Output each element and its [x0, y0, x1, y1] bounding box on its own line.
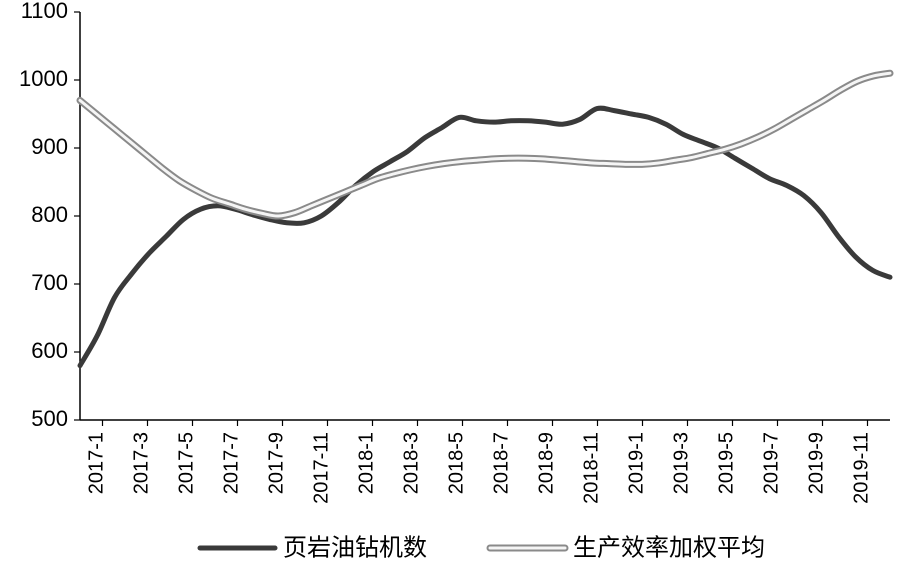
x-tick-label: 2019-11	[851, 432, 873, 504]
x-tick-label: 2017-9	[266, 432, 288, 494]
y-tick-label: 700	[31, 270, 68, 295]
y-tick-label: 1100	[21, 0, 68, 23]
x-tick-label: 2018-5	[446, 432, 468, 494]
legend-label-efficiency: 生产效率加权平均	[573, 534, 765, 561]
x-tick-label: 2019-7	[761, 432, 783, 494]
legend-label-rigs: 页岩油钻机数	[283, 534, 427, 561]
chart-svg: 500 600 700 800 900 1000 1100 2017-1 2017-3 2017-…	[0, 0, 900, 571]
x-tick-label: 2017-7	[221, 432, 243, 494]
x-tick-label: 2018-9	[536, 432, 558, 494]
x-tick-label: 2019-9	[806, 432, 828, 494]
x-tick-label: 2018-11	[581, 432, 603, 504]
x-tick-label: 2017-11	[311, 432, 333, 504]
y-tick-label: 900	[31, 134, 68, 159]
y-tick-label: 500	[31, 406, 68, 431]
x-tick-label: 2019-3	[671, 432, 693, 494]
series-rigs	[80, 108, 890, 365]
x-tick-label: 2017-1	[86, 432, 108, 494]
x-tick-label: 2017-3	[131, 432, 153, 494]
line-chart: 500 600 700 800 900 1000 1100 2017-1 2017-3 2017-…	[0, 0, 900, 571]
x-tick-label: 2017-5	[176, 432, 198, 494]
series-efficiency-inner	[80, 73, 890, 216]
x-tick-label: 2018-1	[356, 432, 378, 494]
y-tick-label: 1000	[19, 66, 68, 91]
x-tick-label: 2018-7	[491, 432, 513, 494]
x-tick-label: 2019-1	[626, 432, 648, 494]
y-tick-label: 800	[31, 202, 68, 227]
x-tick-label: 2018-3	[401, 432, 423, 494]
y-tick-label: 600	[31, 338, 68, 363]
x-tick-label: 2019-5	[716, 432, 738, 494]
